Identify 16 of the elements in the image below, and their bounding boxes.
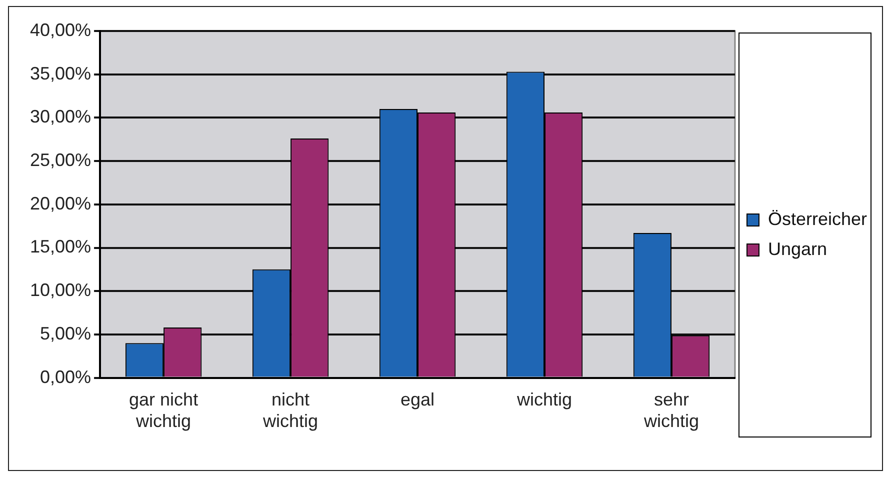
legend-label: Ungarn	[768, 238, 828, 259]
x-tick-label: sehr wichtig	[642, 390, 699, 432]
x-tick-label: egal	[400, 390, 435, 410]
y-tick-label: 5,00%	[40, 323, 92, 344]
y-tick-label: 15,00%	[30, 236, 92, 257]
legend-label: Österreicher	[768, 208, 868, 229]
y-tick-label: 40,00%	[30, 20, 92, 40]
y-tick-label: 25,00%	[30, 150, 92, 170]
x-tick-label: wichtig	[516, 390, 572, 410]
y-tick-label: 20,00%	[30, 193, 92, 214]
y-tick-label: 10,00%	[30, 280, 92, 300]
x-tick-label: gar nicht wichtig	[129, 390, 198, 432]
y-tick-label: 0,00%	[40, 366, 92, 387]
y-tick-label: 30,00%	[30, 106, 92, 127]
y-tick-label: 35,00%	[30, 63, 92, 84]
x-tick-label: nicht wichtig	[262, 390, 318, 432]
